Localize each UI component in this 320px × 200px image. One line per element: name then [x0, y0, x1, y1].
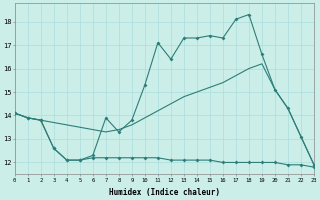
X-axis label: Humidex (Indice chaleur): Humidex (Indice chaleur) [109, 188, 220, 197]
